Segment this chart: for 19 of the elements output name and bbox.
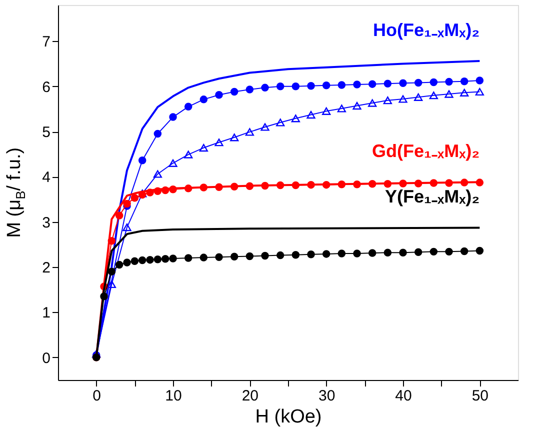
y-tick-label: 3 [42, 214, 50, 232]
x-tick-label: 0 [92, 388, 102, 404]
x-axis-title: H (kOe) [255, 406, 322, 428]
series-label: Gd(Fe₁₋ₓMₓ)₂ [372, 141, 480, 162]
x-tick-label: 40 [395, 388, 412, 404]
series-label: Ho(Fe₁₋ₓMₓ)₂ [373, 20, 480, 40]
y-tick-label: 2 [42, 260, 50, 277]
x-tick-label: 20 [242, 388, 259, 404]
y-tick-label: 0 [42, 350, 50, 367]
y-tick-label: 5 [42, 124, 50, 142]
y-tick-label: 4 [42, 169, 50, 186]
y-tick-label: 1 [42, 304, 50, 322]
x-tick-label: 50 [472, 388, 489, 404]
x-tick-label: 10 [165, 388, 182, 404]
y-axis-title: M (μB/ f.u.) [4, 147, 28, 238]
y-tick-label: 7 [42, 34, 50, 51]
series-label: Y(Fe₁₋ₓMₓ)₂ [385, 186, 480, 207]
y-tick-label: 6 [42, 78, 50, 96]
x-tick-label: 30 [318, 388, 336, 404]
